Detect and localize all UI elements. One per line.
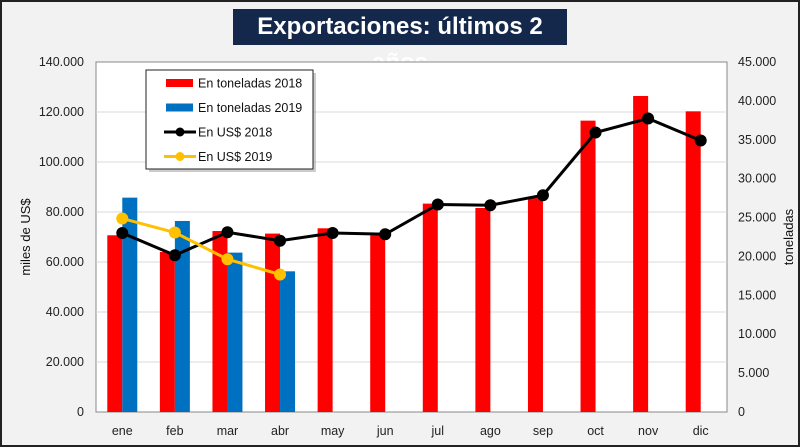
- x-tick-label: jun: [376, 424, 394, 438]
- line-point: [379, 228, 392, 241]
- line-en-us-2019: [121, 217, 281, 276]
- x-tick-label: jul: [431, 424, 445, 438]
- legend-label: En toneladas 2018: [198, 77, 302, 91]
- line-point: [484, 199, 497, 212]
- y-right-tick-label: 40.000: [738, 94, 776, 108]
- x-tick-label: feb: [166, 424, 183, 438]
- y-right-tick-label: 10.000: [738, 327, 776, 341]
- y-right-axis-title: toneladas: [781, 208, 796, 265]
- bar-en-toneladas-2018: [317, 228, 333, 412]
- bar-en-toneladas-2019: [227, 252, 243, 412]
- x-tick-label: oct: [587, 424, 604, 438]
- line-point: [274, 234, 287, 247]
- bar-en-toneladas-2019: [174, 220, 190, 412]
- line-point: [221, 226, 234, 239]
- y-left-tick-label: 100.000: [39, 155, 84, 169]
- bar-en-toneladas-2018: [527, 198, 543, 412]
- bar-en-toneladas-2018: [633, 95, 649, 412]
- y-left-tick-label: 140.000: [39, 55, 84, 69]
- bar-en-toneladas-2018: [212, 231, 228, 412]
- x-tick-label: ene: [112, 424, 133, 438]
- line-point: [168, 226, 181, 239]
- y-left-axis-title: miles de US$: [18, 198, 33, 276]
- line-en-us-2018: [121, 116, 702, 257]
- y-left-tick-label: 80.000: [46, 205, 84, 219]
- bar-en-toneladas-2018: [422, 203, 438, 412]
- legend-label: En US$ 2019: [198, 150, 272, 164]
- y-right-tick-label: 25.000: [738, 211, 776, 225]
- x-tick-label: sep: [533, 424, 553, 438]
- y-left-tick-label: 60.000: [46, 255, 84, 269]
- line-point: [326, 227, 339, 239]
- line-point: [116, 227, 129, 239]
- line-point: [221, 253, 234, 266]
- legend-swatch: [166, 103, 193, 112]
- y-left-tick-label: 120.000: [39, 105, 84, 119]
- x-tick-label: may: [321, 424, 345, 438]
- bar-en-toneladas-2018: [107, 235, 123, 412]
- y-left-tick-label: 20.000: [46, 355, 84, 369]
- x-tick-label: mar: [217, 424, 239, 438]
- line-point: [168, 249, 181, 262]
- legend-swatch: [166, 79, 193, 87]
- line-point: [274, 268, 287, 281]
- bar-en-toneladas-2018: [370, 235, 386, 412]
- line-point: [589, 126, 602, 139]
- x-tick-label: abr: [271, 424, 289, 438]
- y-right-tick-label: 30.000: [738, 172, 776, 186]
- x-tick-label: nov: [638, 424, 659, 438]
- x-tick-label: ago: [480, 424, 501, 438]
- y-right-tick-label: 20.000: [738, 249, 776, 263]
- bar-en-toneladas-2018: [580, 120, 596, 413]
- y-right-tick-label: 15.000: [738, 288, 776, 302]
- legend-label: En toneladas 2019: [198, 101, 302, 115]
- line-point: [642, 112, 655, 125]
- line-point: [431, 198, 444, 211]
- y-left-tick-label: 40.000: [46, 305, 84, 319]
- bar-en-toneladas-2018: [265, 233, 281, 412]
- bar-en-toneladas-2019: [280, 271, 296, 412]
- bar-en-toneladas-2019: [122, 197, 138, 412]
- y-right-tick-label: 45.000: [738, 55, 776, 69]
- y-left-tick-label: 0: [77, 405, 84, 419]
- x-tick-label: dic: [693, 424, 709, 438]
- line-point: [536, 189, 549, 202]
- y-right-tick-label: 35.000: [738, 133, 776, 147]
- line-point: [694, 134, 707, 147]
- y-right-tick-label: 5.000: [738, 366, 769, 380]
- y-right-tick-label: 0: [738, 405, 745, 419]
- bar-en-toneladas-2018: [159, 252, 175, 412]
- legend-marker: [175, 152, 185, 161]
- legend-marker: [175, 127, 185, 137]
- bar-en-toneladas-2018: [475, 207, 491, 412]
- legend-label: En US$ 2018: [198, 126, 272, 140]
- line-point: [116, 212, 129, 225]
- bar-en-toneladas-2018: [685, 111, 701, 413]
